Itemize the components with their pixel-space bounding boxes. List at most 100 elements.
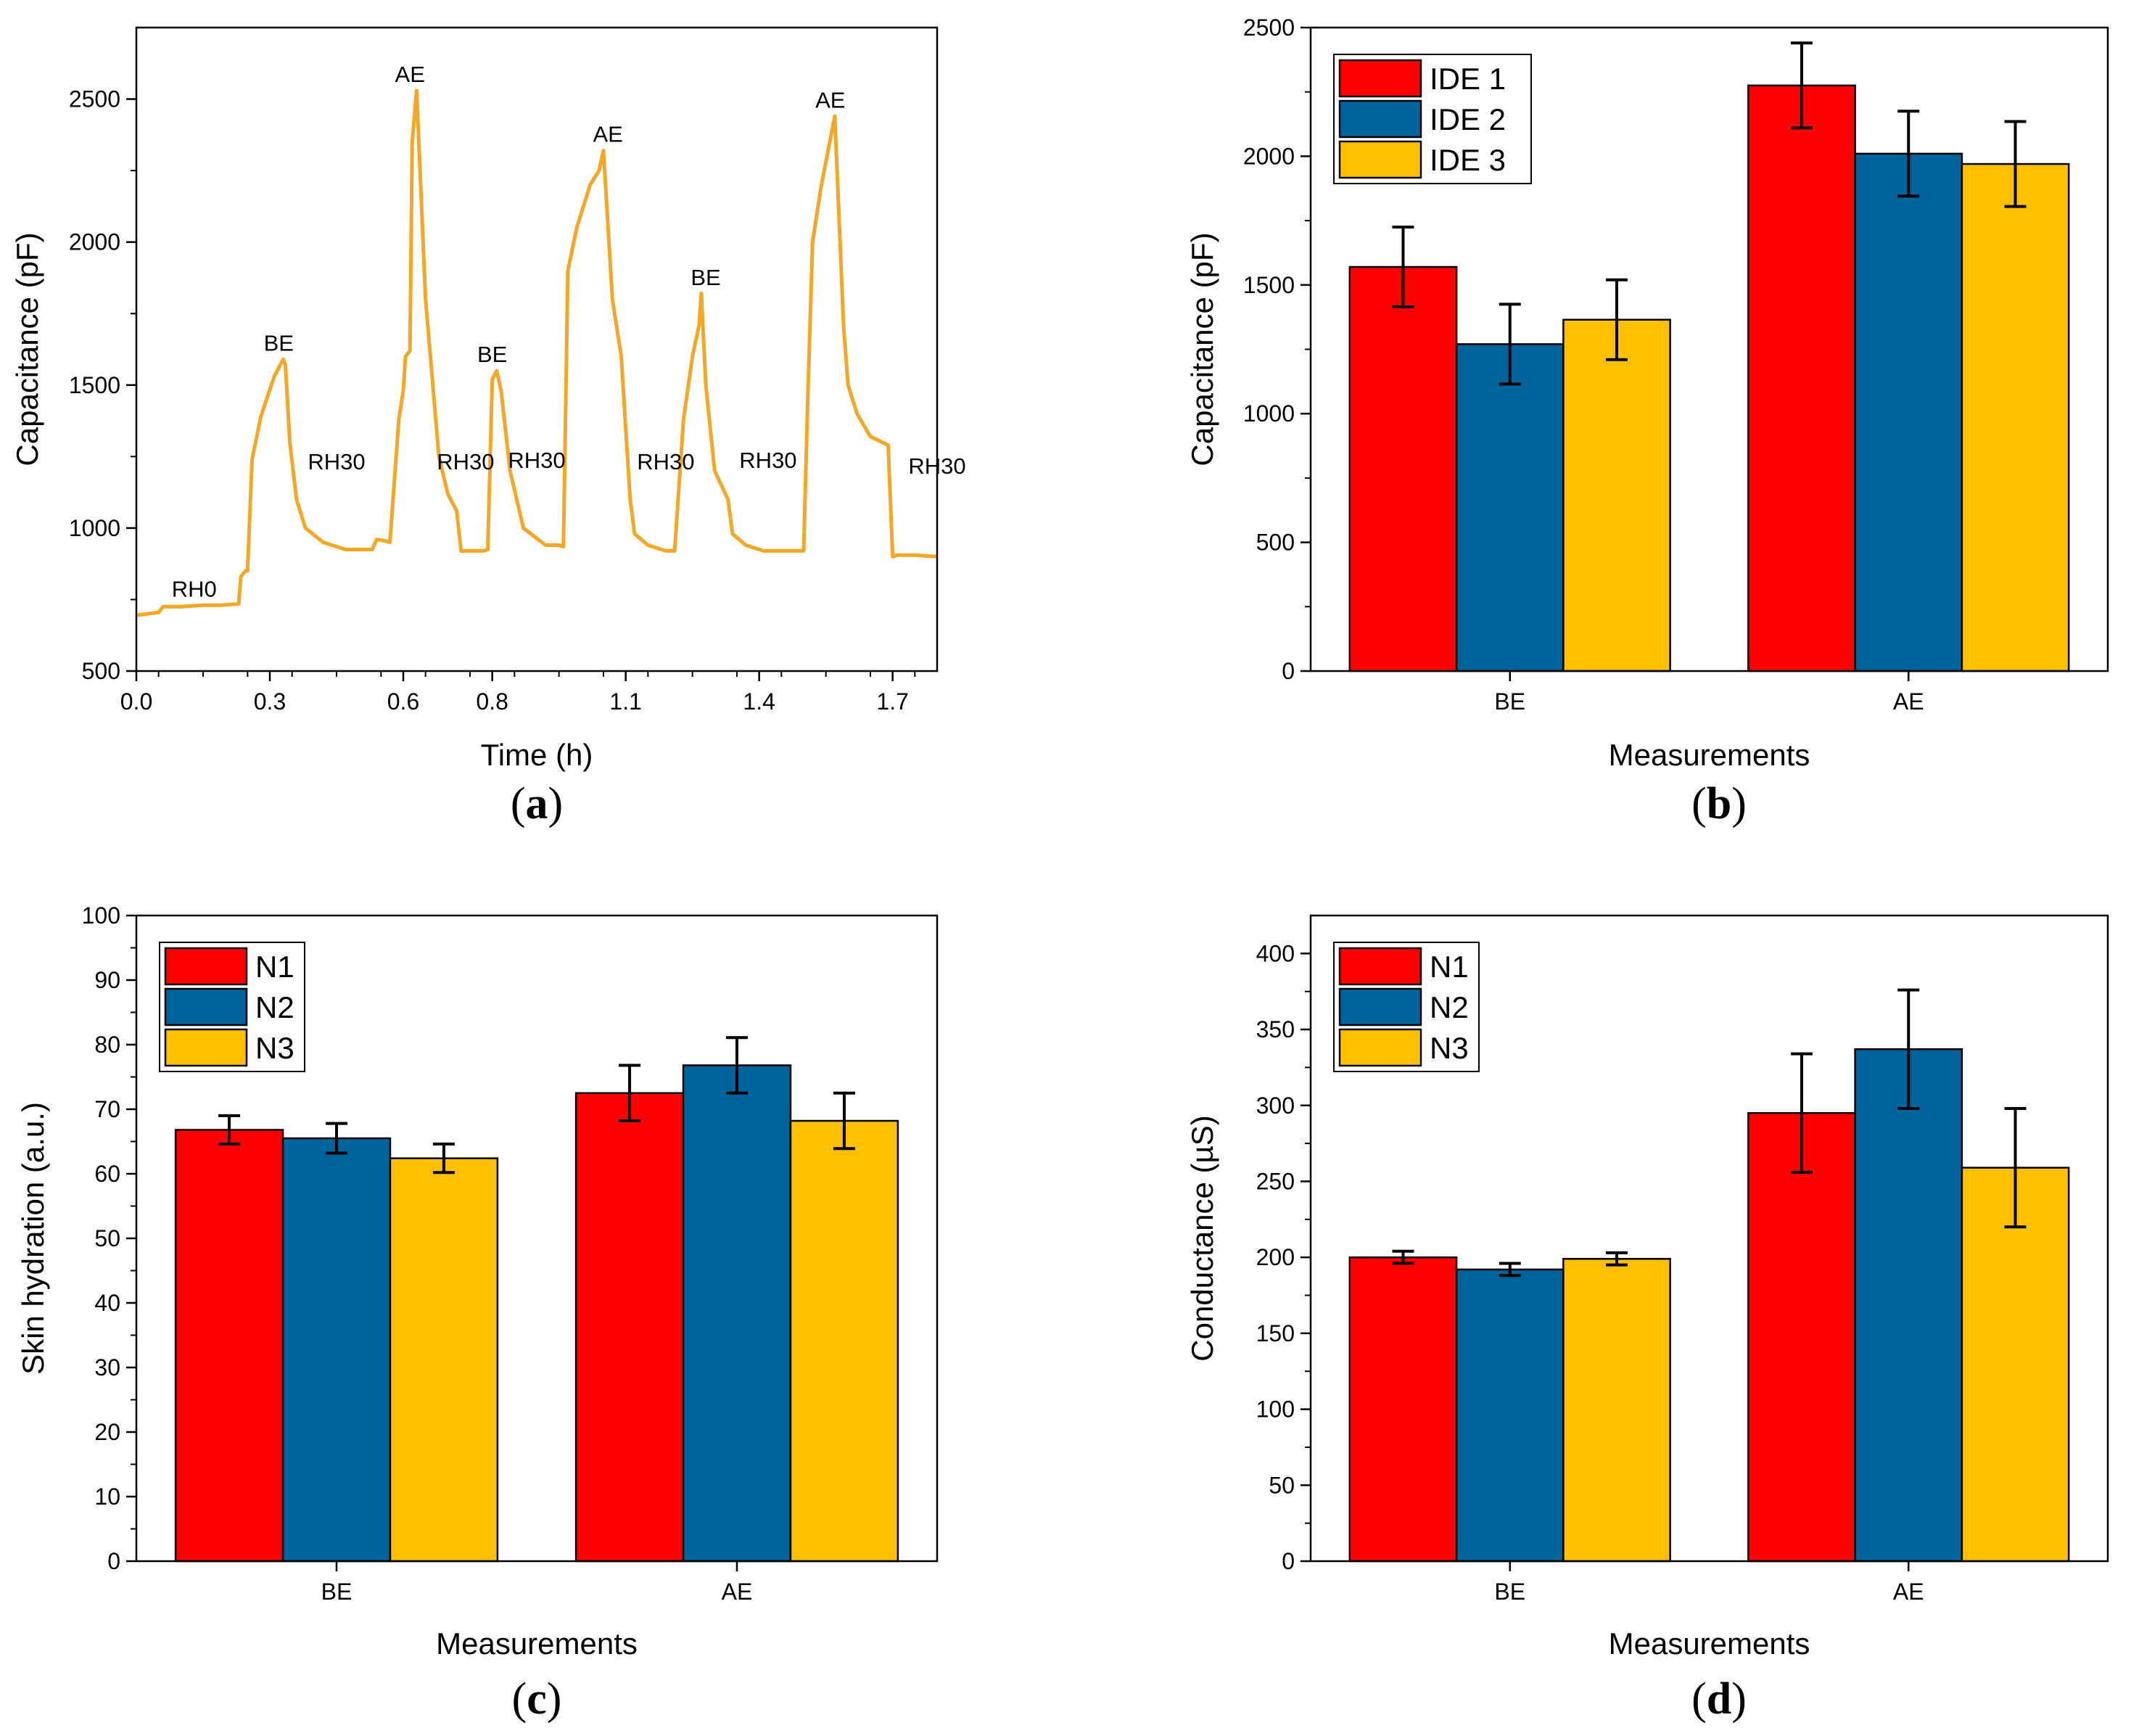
legend-swatch-c	[164, 947, 248, 986]
legend-label-d: N2	[1430, 990, 1469, 1024]
y-tick-label-a: 2500	[69, 86, 120, 112]
legend-label-c: N3	[255, 1031, 294, 1065]
y-tick-label-b: 500	[1256, 530, 1295, 556]
x-tick-label-d: AE	[1893, 1579, 1924, 1605]
y-tick-label-c: 70	[94, 1096, 120, 1122]
bar-b-ide3-ae	[1961, 163, 2070, 672]
annotation-label: RH30	[308, 449, 365, 474]
panel-label-paren: )	[547, 1674, 562, 1724]
panel-label-letter: c	[527, 1674, 547, 1724]
legend-swatch-b	[1338, 140, 1422, 179]
panel-label-c: (c)	[512, 1674, 562, 1724]
y-tick-label-a: 500	[82, 658, 120, 684]
y-tick-label-a: 2000	[69, 229, 120, 255]
y-tick-label-d: 0	[1282, 1548, 1295, 1574]
panel-label-a: (a)	[511, 779, 563, 828]
annotation-label: RH30	[637, 449, 694, 474]
x-axis-title-d: Measurements	[1609, 1626, 1810, 1661]
legend-swatch-b	[1338, 59, 1422, 98]
annotation-label: RH30	[739, 448, 796, 473]
x-tick-label-b: BE	[1494, 688, 1525, 715]
bar-b-ide1-be	[1348, 266, 1458, 672]
x-tick-label-a: 0.3	[254, 688, 286, 715]
y-axis-title-a: Capacitance (pF)	[10, 232, 44, 466]
x-tick-label-d: BE	[1494, 1579, 1525, 1605]
bar-d-n1-be	[1348, 1256, 1458, 1563]
annotation-label: BE	[264, 330, 294, 355]
x-axis-title-b: Measurements	[1609, 738, 1810, 772]
y-tick-label-c: 40	[94, 1290, 120, 1316]
bar-b-ide2-be	[1455, 343, 1565, 672]
bar-c-n1-ae	[574, 1092, 685, 1563]
bar-c-n2-be	[281, 1137, 392, 1563]
annotation-label: AE	[593, 122, 622, 147]
x-axis-title-c: Measurements	[436, 1626, 638, 1661]
y-tick-label-c: 10	[94, 1484, 120, 1510]
legend-label-b: IDE 1	[1430, 62, 1506, 96]
legend-label-b: IDE 2	[1430, 102, 1506, 136]
y-tick-label-b: 0	[1282, 658, 1295, 684]
y-tick-label-c: 100	[82, 902, 120, 929]
annotation-label: BE	[477, 342, 507, 367]
chart-panel-b: BE AE 0 500 1000 1500 2000 2500 IDE 1 IDE 2 IDE 3 M…	[1185, 15, 2109, 828]
y-tick-label-c: 60	[94, 1161, 120, 1187]
legend-label-b: IDE 3	[1430, 143, 1506, 177]
y-tick-label-b: 2500	[1243, 15, 1295, 41]
y-tick-label-c: 20	[94, 1419, 120, 1445]
y-tick-label-d: 300	[1256, 1093, 1295, 1119]
x-tick-label-b: AE	[1893, 688, 1924, 715]
y-tick-label-c: 0	[107, 1548, 120, 1574]
legend-swatch-c	[164, 987, 248, 1027]
panel-label-paren: (	[1691, 1674, 1707, 1724]
legend-label-c: N1	[255, 950, 294, 984]
annotation-label: BE	[691, 265, 720, 290]
legend-label-d: N3	[1430, 1031, 1469, 1065]
bar-b-ide3-be	[1562, 318, 1671, 672]
bar-c-n3-ae	[789, 1119, 899, 1563]
y-tick-label-d: 150	[1256, 1320, 1295, 1346]
y-tick-label-b: 1500	[1243, 272, 1295, 298]
panel-label-paren: )	[1731, 779, 1747, 828]
x-tick-label-a: 0.6	[387, 688, 419, 715]
legend-swatch-d	[1338, 1028, 1422, 1067]
panel-label-paren: )	[1731, 1674, 1747, 1724]
legend-swatch-c	[164, 1028, 248, 1067]
legend-swatch-d	[1338, 987, 1422, 1027]
x-axis-title-a: Time (h)	[481, 738, 593, 772]
y-axis-title-b: Capacitance (pF)	[1185, 232, 1219, 466]
annotation-label: RH0	[172, 577, 217, 602]
y-tick-label-d: 100	[1256, 1396, 1295, 1423]
y-tick-label-c: 30	[94, 1354, 120, 1381]
legend-swatch-d	[1338, 947, 1422, 986]
y-tick-label-c: 90	[94, 967, 120, 993]
bar-c-n3-be	[389, 1157, 499, 1563]
panel-label-paren: (	[511, 779, 526, 828]
bar-c-n2-ae	[682, 1064, 792, 1563]
series-line-capacitance	[136, 89, 938, 617]
panel-label-paren: (	[1691, 779, 1707, 828]
x-tick-label-a: 0.8	[476, 688, 508, 715]
y-tick-label-c: 80	[94, 1032, 120, 1058]
panel-label-paren: )	[548, 779, 564, 828]
y-tick-label-d: 200	[1256, 1244, 1295, 1270]
panel-label-b: (b)	[1691, 779, 1747, 828]
panel-label-letter: d	[1707, 1674, 1731, 1724]
bar-d-n3-ae	[1961, 1167, 2070, 1563]
chart-panel-a: 0.0 0.3 0.6 0.8 1.1 1.4 1.7 500 1000 1500 2000 2500…	[10, 26, 966, 828]
panel-label-letter: a	[526, 779, 548, 828]
bar-b-ide2-ae	[1854, 152, 1963, 672]
panel-label-letter: b	[1707, 779, 1731, 828]
bar-c-n1-be	[174, 1129, 284, 1563]
x-tick-label-c: AE	[722, 1579, 753, 1605]
x-tick-label-a: 0.0	[120, 688, 152, 715]
y-axis-title-d: Conductance (µS)	[1185, 1115, 1219, 1361]
bar-b-ide1-ae	[1747, 84, 1856, 672]
legend-label-d: N1	[1430, 950, 1469, 984]
y-tick-label-d: 400	[1256, 940, 1295, 966]
bar-d-n2-be	[1455, 1268, 1565, 1563]
plot-frame-d	[1309, 914, 2109, 1563]
chart-panel-d: BE AE 0 50 100 150 200 250 300 350 400 N1 N2 N3 Measur…	[1185, 914, 2109, 1724]
y-tick-label-a: 1500	[69, 372, 120, 398]
y-tick-label-d: 50	[1269, 1472, 1295, 1498]
